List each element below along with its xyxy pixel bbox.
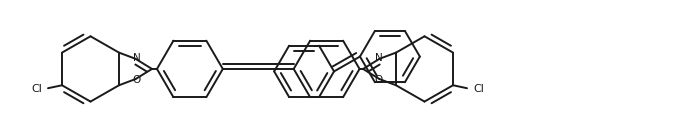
Text: O: O <box>133 75 141 85</box>
Text: O: O <box>374 75 382 85</box>
Text: N: N <box>375 53 382 63</box>
Text: Cl: Cl <box>31 84 42 94</box>
Text: Cl: Cl <box>473 84 484 94</box>
Text: N: N <box>133 53 140 63</box>
